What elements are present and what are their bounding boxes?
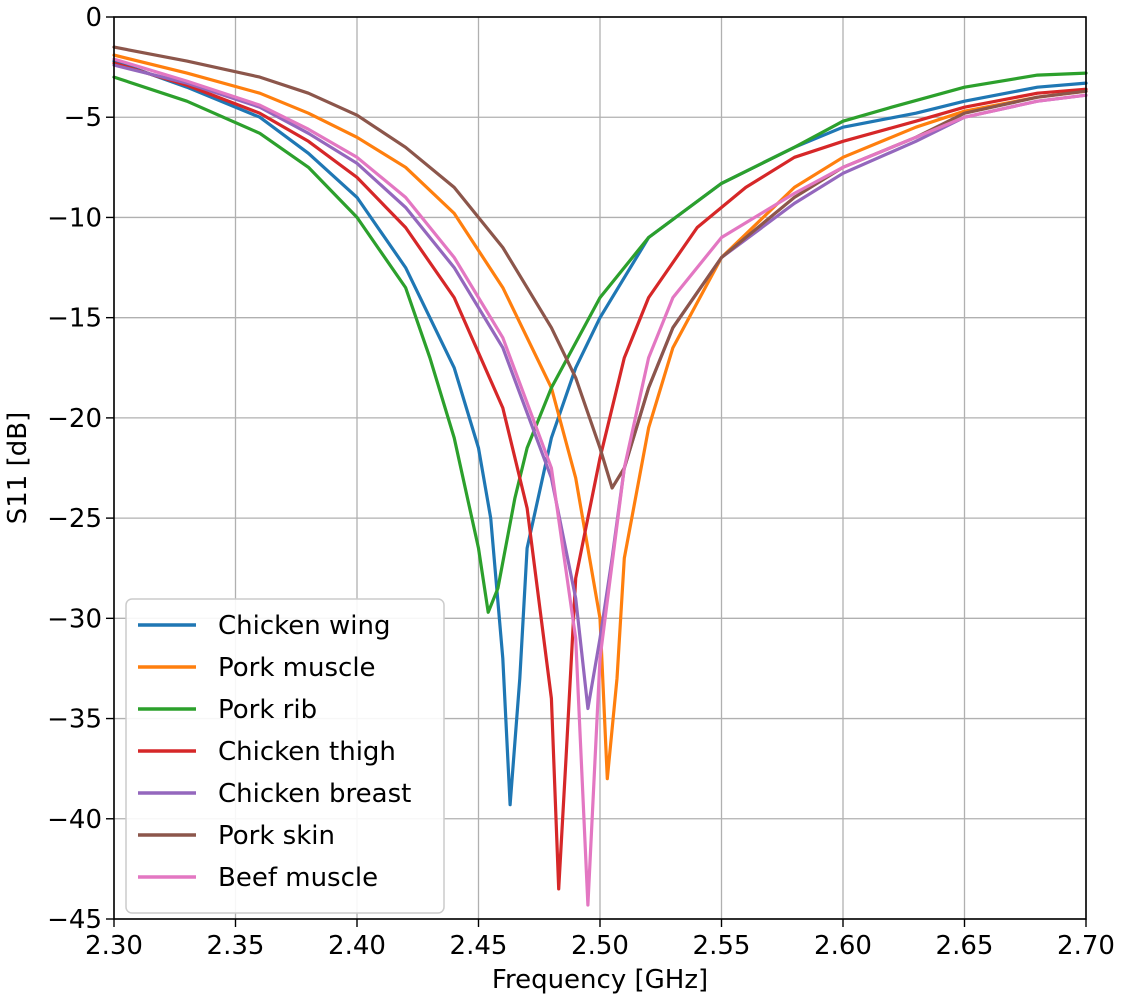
y-tick-label: −20 [47, 404, 102, 434]
legend-label-chicken-wing: Chicken wing [218, 611, 391, 641]
x-tick-label: 2.55 [693, 931, 751, 961]
legend: Chicken wing Pork muscle Pork rib Chicken t… [125, 598, 445, 914]
y-tick-label: −15 [47, 304, 102, 334]
x-tick-label: 2.45 [450, 931, 508, 961]
x-tick-label: 2.60 [814, 931, 872, 961]
x-tick-label: 2.70 [1057, 931, 1115, 961]
series-line-pork-rib [112, 71, 1088, 614]
x-tick-label: 2.65 [936, 931, 994, 961]
series-line-chicken-breast [112, 63, 1088, 711]
legend-label-pork-muscle: Pork muscle [218, 653, 376, 683]
x-tick-label: 2.30 [85, 931, 143, 961]
x-tick-label: 2.50 [571, 931, 629, 961]
x-axis-ticks: 2.30 2.35 2.40 2.45 2.50 2.55 2.60 2.65 2.70 [85, 919, 1115, 961]
y-tick-label: −35 [47, 705, 102, 735]
legend-label-pork-rib: Pork rib [218, 695, 317, 725]
series-lines [112, 45, 1088, 907]
series-line-beef-muscle [112, 57, 1088, 907]
y-tick-label: −30 [47, 604, 102, 634]
legend-label-chicken-breast: Chicken breast [218, 779, 411, 809]
legend-label-chicken-thigh: Chicken thigh [218, 737, 396, 767]
legend-label-beef-muscle: Beef muscle [218, 863, 378, 893]
legend-box [125, 598, 445, 914]
y-tick-label: −25 [47, 504, 102, 534]
series-line-pork-muscle [112, 53, 1088, 781]
legend-label-pork-skin: Pork skin [218, 821, 335, 851]
y-tick-label: −40 [47, 805, 102, 835]
y-tick-label: −10 [47, 203, 102, 233]
y-tick-label: −5 [64, 103, 102, 133]
series-line-chicken-thigh [112, 61, 1088, 891]
y-tick-label: 0 [85, 3, 102, 33]
y-axis-label: S11 [dB] [3, 412, 33, 524]
x-axis-label: Frequency [GHz] [492, 965, 708, 995]
y-tick-label: −45 [47, 905, 102, 935]
y-axis-ticks: 0 −5 −10 −15 −20 −25 −30 −35 −40 −45 [47, 3, 114, 935]
x-tick-label: 2.35 [207, 931, 265, 961]
x-tick-label: 2.40 [328, 931, 386, 961]
series-line-chicken-wing [112, 59, 1088, 807]
